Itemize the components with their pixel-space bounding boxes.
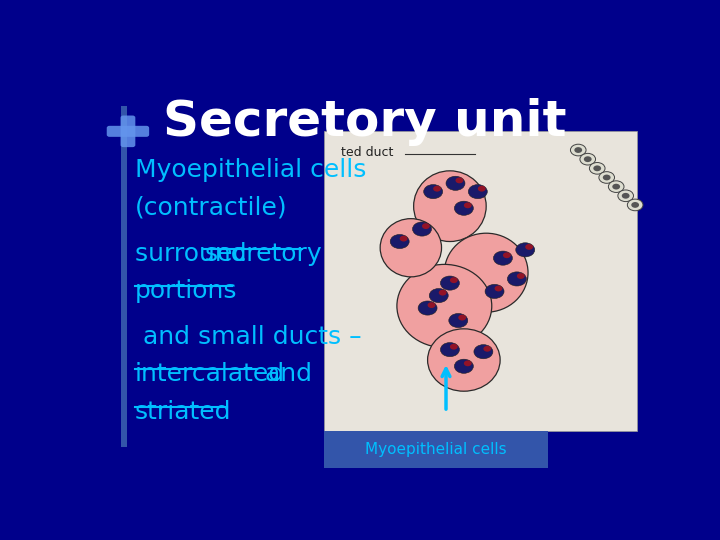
Text: Secretory unit: Secretory unit [163, 98, 566, 146]
Circle shape [446, 176, 465, 191]
Circle shape [438, 290, 446, 295]
Text: (contractile): (contractile) [135, 196, 287, 220]
Ellipse shape [428, 329, 500, 391]
Text: and small ducts –: and small ducts – [135, 325, 361, 349]
Text: intercalated: intercalated [135, 362, 285, 386]
Circle shape [433, 186, 441, 192]
Bar [324, 131, 637, 431]
Circle shape [580, 153, 595, 165]
Circle shape [599, 172, 615, 183]
Circle shape [474, 345, 493, 359]
Circle shape [464, 360, 472, 366]
Text: portions: portions [135, 279, 237, 303]
Circle shape [603, 174, 611, 180]
Circle shape [422, 223, 430, 229]
Text: Myoepithelial cells: Myoepithelial cells [365, 442, 507, 457]
Circle shape [454, 359, 473, 373]
Bar [121, 106, 127, 447]
Circle shape [508, 272, 526, 286]
Circle shape [612, 184, 620, 190]
Circle shape [400, 235, 408, 241]
Ellipse shape [414, 171, 486, 241]
Circle shape [450, 277, 458, 283]
Circle shape [631, 202, 639, 208]
Circle shape [413, 222, 431, 236]
Circle shape [468, 185, 487, 199]
Circle shape [418, 301, 437, 315]
Circle shape [441, 342, 459, 357]
Text: striated: striated [135, 400, 231, 423]
Circle shape [390, 234, 409, 248]
Text: surround: surround [135, 241, 254, 266]
Circle shape [570, 144, 586, 156]
FancyBboxPatch shape [120, 116, 135, 147]
Circle shape [575, 147, 582, 153]
Circle shape [429, 288, 449, 302]
Circle shape [503, 252, 510, 258]
Circle shape [454, 201, 473, 215]
Circle shape [516, 243, 535, 257]
Ellipse shape [380, 219, 441, 277]
Circle shape [450, 344, 458, 349]
Text: and: and [258, 362, 312, 386]
Circle shape [590, 163, 605, 174]
Circle shape [456, 178, 463, 183]
Circle shape [622, 193, 629, 199]
Text: secretory: secretory [204, 241, 322, 266]
Circle shape [441, 276, 459, 290]
Circle shape [459, 315, 466, 321]
Text: Myoepithelial cells: Myoepithelial cells [135, 158, 366, 183]
Circle shape [495, 286, 503, 292]
Circle shape [464, 202, 472, 208]
Circle shape [493, 251, 513, 265]
Ellipse shape [444, 233, 528, 312]
FancyBboxPatch shape [107, 126, 149, 137]
Bar [324, 431, 548, 468]
Circle shape [449, 313, 468, 328]
Circle shape [517, 273, 525, 279]
Ellipse shape [397, 265, 492, 348]
Circle shape [485, 285, 504, 299]
Circle shape [526, 244, 533, 250]
Circle shape [608, 181, 624, 192]
Circle shape [478, 186, 485, 192]
Text: ted duct: ted duct [341, 146, 393, 159]
Circle shape [618, 190, 634, 201]
Circle shape [584, 156, 592, 162]
Circle shape [593, 165, 601, 171]
Circle shape [627, 199, 643, 211]
Circle shape [483, 346, 491, 352]
Circle shape [423, 185, 443, 199]
Circle shape [428, 302, 436, 308]
